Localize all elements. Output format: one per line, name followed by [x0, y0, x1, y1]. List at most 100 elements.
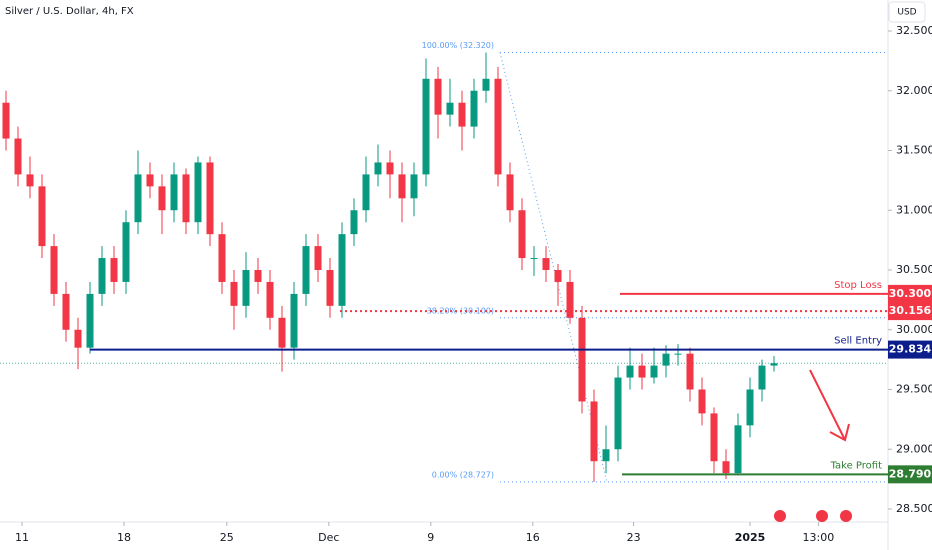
y-tick-label: 29.500 [896, 383, 932, 396]
candle-body [182, 174, 190, 223]
candle-body [722, 461, 730, 474]
x-tick-label: 23 [627, 531, 641, 544]
currency-button[interactable] [888, 1, 926, 23]
level-name: Take Profit [830, 460, 883, 471]
candle-body [350, 210, 358, 235]
candle-body [458, 102, 466, 127]
y-tick-label: 31.000 [896, 203, 932, 216]
x-tick-label: 25 [220, 531, 234, 544]
level-price-box [888, 302, 932, 321]
candle-body [254, 270, 262, 282]
level-price-label: 30.156 [889, 304, 932, 317]
x-tick-label: Dec [318, 531, 339, 544]
candle-body [422, 78, 430, 175]
candle-body [170, 174, 178, 211]
candle-body [98, 258, 106, 294]
candle-body [590, 401, 598, 462]
candle-body [134, 174, 142, 223]
candle-body [746, 389, 754, 426]
candle-body [2, 102, 10, 139]
candle-body [386, 162, 394, 175]
fib-trend [499, 52, 608, 482]
x-tick-label: 13:00 [803, 531, 835, 544]
candle-body [506, 174, 514, 211]
candle-body [626, 365, 634, 378]
y-tick-label: 30.000 [896, 323, 932, 336]
x-tick-label: 9 [427, 531, 434, 544]
candle-body [122, 222, 130, 282]
candle-body [290, 293, 298, 348]
candle-body [758, 365, 766, 390]
candle-body [14, 138, 22, 175]
candle-body [710, 413, 718, 462]
candle-body [482, 78, 490, 91]
level-name: Sell Entry [834, 336, 882, 347]
candle-body [434, 78, 442, 115]
candle-body [542, 258, 550, 270]
level-price-label: 28.790 [889, 467, 932, 480]
candle-body [218, 234, 226, 282]
candle-body [470, 90, 478, 127]
fib-label: 0.00% (28.727) [432, 470, 494, 479]
candle-body [770, 363, 778, 366]
currency-label: USD [897, 8, 916, 18]
candle-body [374, 162, 382, 175]
level-price-box [888, 340, 932, 359]
candle-body [278, 317, 286, 348]
arrow-head [829, 423, 850, 442]
candle-body [602, 449, 610, 462]
level-price-box [888, 465, 932, 484]
candle-body [494, 78, 502, 175]
y-tick-label: 31.500 [896, 144, 932, 157]
level-price-label: 29.834 [889, 343, 932, 356]
candle-body [50, 246, 58, 294]
candle-body [650, 365, 658, 378]
candle-body [146, 174, 154, 187]
event-icon[interactable] [816, 510, 828, 522]
x-tick-label: 16 [526, 531, 540, 544]
candle-body [266, 281, 274, 318]
candle-body [26, 174, 34, 187]
candle-body [242, 270, 250, 306]
candle-body [38, 186, 46, 247]
event-icon[interactable] [774, 510, 786, 522]
candle-body [206, 162, 214, 235]
candle-body [110, 258, 118, 282]
level-name: Stop Loss [834, 280, 882, 291]
y-tick-label: 32.000 [896, 84, 932, 97]
candle-body [194, 162, 202, 223]
y-tick-label: 32.500 [896, 24, 932, 37]
candle-body [398, 174, 406, 199]
candle-body [410, 174, 418, 199]
level-price-box [888, 284, 932, 303]
candle-body [566, 281, 574, 318]
candle-body [686, 353, 694, 390]
candle-body [638, 365, 646, 378]
chart-title: Silver / U.S. Dollar, 4h, FX [5, 6, 134, 17]
candle-body [338, 234, 346, 306]
candle-body [698, 389, 706, 414]
candle-body [230, 281, 238, 306]
y-tick-label: 29.000 [896, 442, 932, 455]
arrow-shaft [809, 369, 846, 441]
y-tick-label: 28.500 [896, 502, 932, 515]
candle-body [362, 174, 370, 211]
candle-body [86, 293, 94, 348]
candle-body [662, 353, 670, 366]
fib-label: 100.00% (32.320) [422, 41, 494, 50]
event-icon[interactable] [840, 510, 852, 522]
event-icons [774, 510, 852, 522]
level-price-label: 30.300 [889, 287, 932, 300]
candle-body [614, 377, 622, 450]
y-tick-label: 30.500 [896, 263, 932, 276]
candle-body [734, 425, 742, 474]
candle-body [62, 293, 70, 330]
candle-body [530, 258, 538, 260]
candle-body [446, 102, 454, 115]
candle-body [674, 353, 682, 355]
x-tick-label: 18 [117, 531, 131, 544]
candle-body [554, 270, 562, 282]
candle-body [302, 246, 310, 294]
